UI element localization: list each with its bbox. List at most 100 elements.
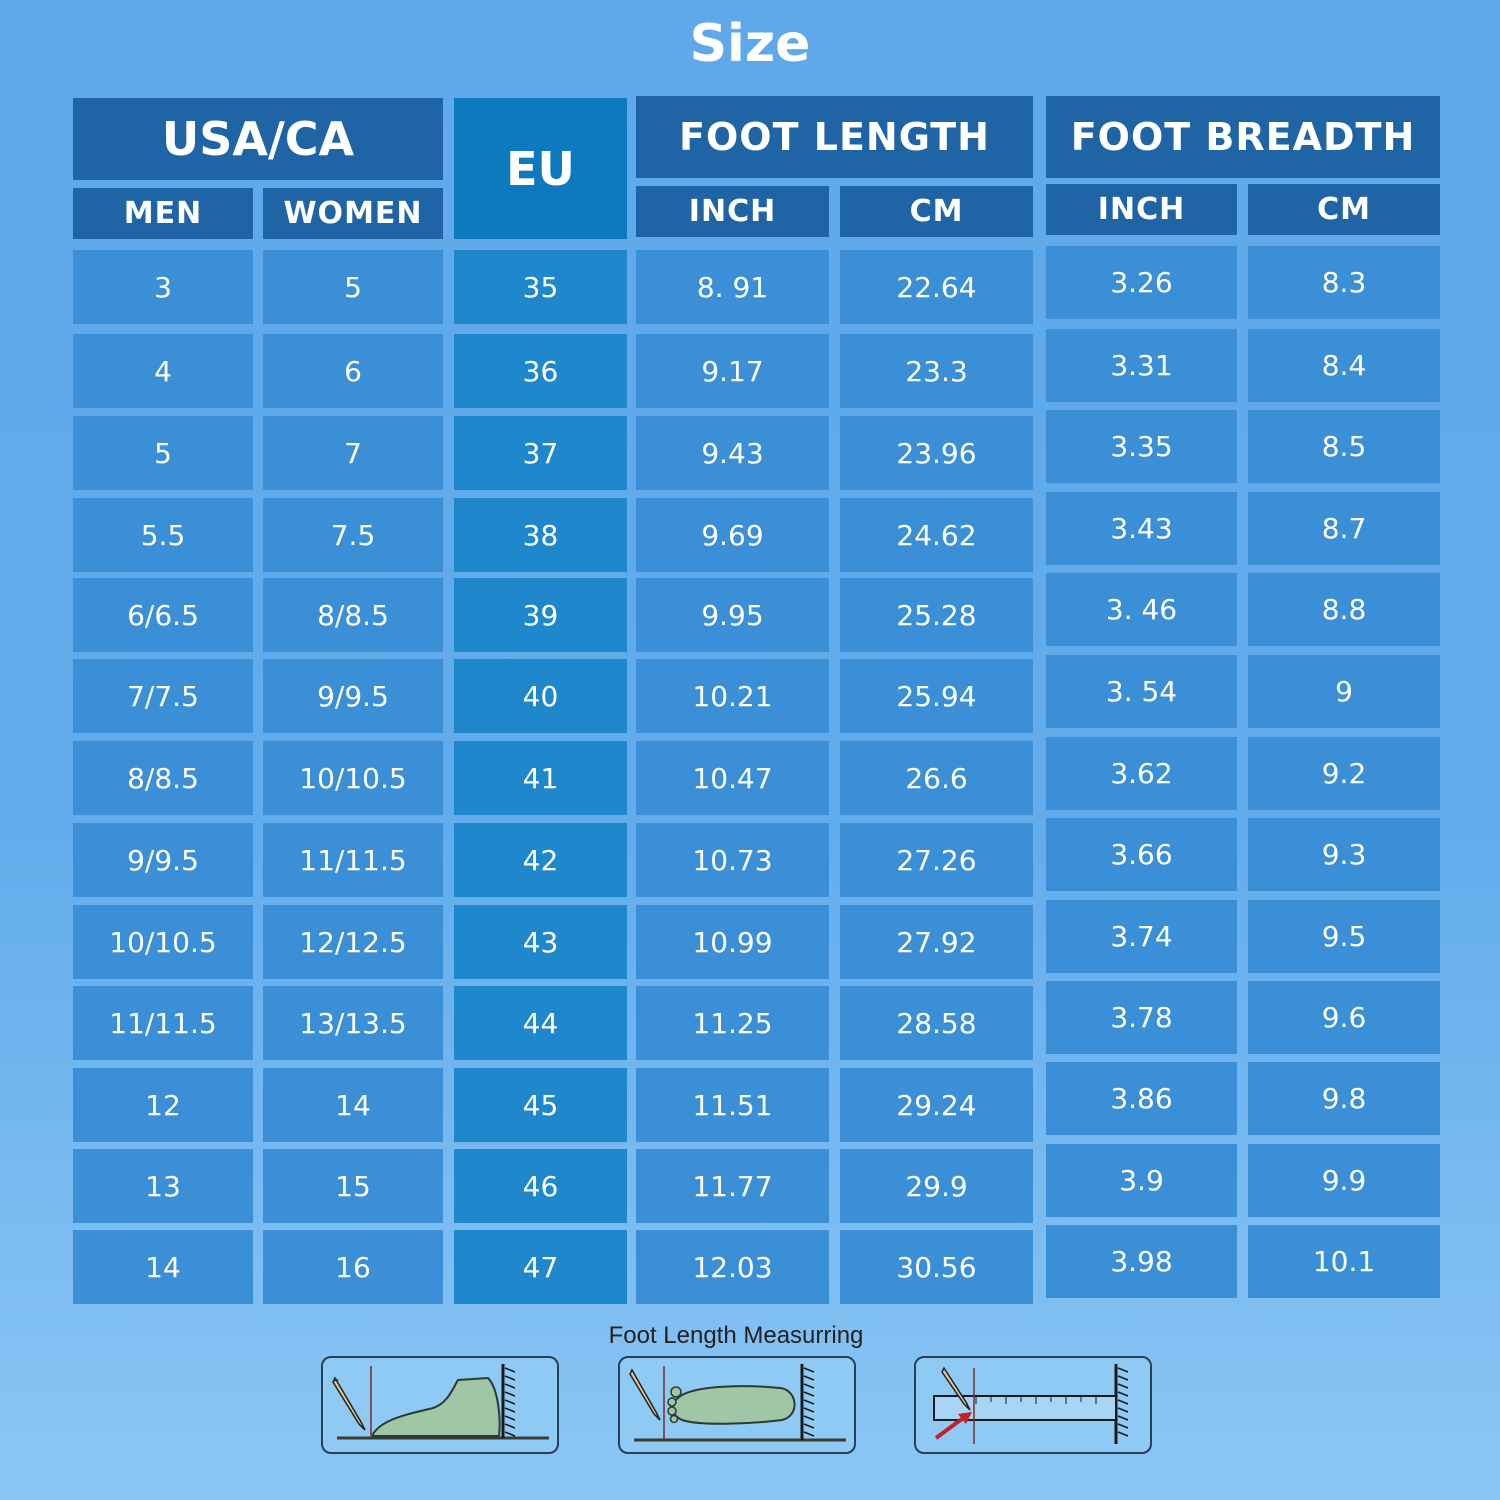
cell-eu: 44 bbox=[454, 986, 627, 1060]
cell-fl-cm: 22.64 bbox=[840, 250, 1033, 324]
cell-eu: 39 bbox=[454, 578, 627, 652]
cell-women: 15 bbox=[263, 1149, 443, 1223]
cell-men: 12 bbox=[73, 1068, 253, 1142]
cell-fb-cm: 9.5 bbox=[1248, 900, 1440, 973]
women-header: WOMEN bbox=[263, 188, 443, 239]
usa-ca-header: USA/CA bbox=[73, 98, 443, 180]
foot-length-header: FOOT LENGTH bbox=[636, 96, 1033, 178]
cell-eu: 42 bbox=[454, 823, 627, 897]
cell-fl-cm: 28.58 bbox=[840, 986, 1033, 1060]
cell-men: 5.5 bbox=[73, 498, 253, 572]
cell-fb-cm: 8.3 bbox=[1248, 246, 1440, 319]
cell-eu: 46 bbox=[454, 1149, 627, 1223]
cell-women: 14 bbox=[263, 1068, 443, 1142]
cell-fl-cm: 27.92 bbox=[840, 905, 1033, 979]
cell-fb-inch: 3.86 bbox=[1046, 1062, 1237, 1135]
cell-men: 8/8.5 bbox=[73, 741, 253, 815]
cell-eu: 40 bbox=[454, 659, 627, 733]
cell-women: 7.5 bbox=[263, 498, 443, 572]
eu-header: EU bbox=[454, 98, 627, 239]
cell-fl-inch: 11.51 bbox=[636, 1068, 829, 1142]
cell-fl-cm: 23.96 bbox=[840, 416, 1033, 490]
cell-eu: 35 bbox=[454, 250, 627, 324]
cell-fb-cm: 8.7 bbox=[1248, 492, 1440, 565]
cell-men: 3 bbox=[73, 250, 253, 324]
foot-side-measure-icon bbox=[321, 1356, 559, 1454]
foot-breadth-header: FOOT BREADTH bbox=[1046, 96, 1440, 178]
cell-fl-inch: 10.21 bbox=[636, 659, 829, 733]
cell-fl-inch: 9.95 bbox=[636, 578, 829, 652]
cell-fl-inch: 11.77 bbox=[636, 1149, 829, 1223]
cell-men: 9/9.5 bbox=[73, 823, 253, 897]
cell-women: 6 bbox=[263, 334, 443, 408]
cell-eu: 43 bbox=[454, 905, 627, 979]
cell-fl-inch: 8. 91 bbox=[636, 250, 829, 324]
cell-fb-inch: 3.66 bbox=[1046, 818, 1237, 891]
men-header: MEN bbox=[73, 188, 253, 239]
cell-fl-inch: 9.43 bbox=[636, 416, 829, 490]
cell-men: 14 bbox=[73, 1230, 253, 1304]
cell-fl-inch: 9.17 bbox=[636, 334, 829, 408]
cell-eu: 38 bbox=[454, 498, 627, 572]
cell-fb-cm: 8.8 bbox=[1248, 573, 1440, 646]
cell-eu: 47 bbox=[454, 1230, 627, 1304]
cell-women: 5 bbox=[263, 250, 443, 324]
foot-length-inch-header: INCH bbox=[636, 186, 829, 237]
cell-eu: 45 bbox=[454, 1068, 627, 1142]
cell-men: 11/11.5 bbox=[73, 986, 253, 1060]
cell-fb-inch: 3.35 bbox=[1046, 410, 1237, 483]
cell-fl-cm: 29.9 bbox=[840, 1149, 1033, 1223]
cell-fl-inch: 10.99 bbox=[636, 905, 829, 979]
cell-women: 10/10.5 bbox=[263, 741, 443, 815]
cell-fl-cm: 23.3 bbox=[840, 334, 1033, 408]
cell-fl-cm: 29.24 bbox=[840, 1068, 1033, 1142]
foot-breadth-cm-header: CM bbox=[1248, 184, 1440, 235]
cell-fb-inch: 3.78 bbox=[1046, 981, 1237, 1054]
measuring-caption: Foot Length Measurring bbox=[608, 1322, 864, 1349]
ruler-measure-icon bbox=[914, 1356, 1152, 1454]
foot-breadth-inch-header: INCH bbox=[1046, 184, 1237, 235]
cell-men: 6/6.5 bbox=[73, 578, 253, 652]
cell-fl-inch: 9.69 bbox=[636, 498, 829, 572]
cell-fb-inch: 3. 54 bbox=[1046, 655, 1237, 728]
cell-fb-inch: 3.98 bbox=[1046, 1225, 1237, 1298]
cell-fb-inch: 3.31 bbox=[1046, 329, 1237, 402]
cell-women: 7 bbox=[263, 416, 443, 490]
cell-women: 8/8.5 bbox=[263, 578, 443, 652]
cell-fb-inch: 3.26 bbox=[1046, 246, 1237, 319]
cell-fb-cm: 8.4 bbox=[1248, 329, 1440, 402]
cell-women: 9/9.5 bbox=[263, 659, 443, 733]
cell-men: 5 bbox=[73, 416, 253, 490]
cell-women: 13/13.5 bbox=[263, 986, 443, 1060]
cell-women: 11/11.5 bbox=[263, 823, 443, 897]
cell-fl-cm: 25.94 bbox=[840, 659, 1033, 733]
cell-fb-inch: 3.9 bbox=[1046, 1144, 1237, 1217]
cell-fb-cm: 9.6 bbox=[1248, 981, 1440, 1054]
cell-fb-cm: 9.3 bbox=[1248, 818, 1440, 891]
cell-fl-cm: 25.28 bbox=[840, 578, 1033, 652]
foot-length-cm-header: CM bbox=[840, 186, 1033, 237]
cell-men: 4 bbox=[73, 334, 253, 408]
cell-fl-inch: 10.73 bbox=[636, 823, 829, 897]
cell-fl-inch: 11.25 bbox=[636, 986, 829, 1060]
cell-women: 16 bbox=[263, 1230, 443, 1304]
cell-fl-cm: 27.26 bbox=[840, 823, 1033, 897]
cell-fb-cm: 8.5 bbox=[1248, 410, 1440, 483]
cell-fb-inch: 3.62 bbox=[1046, 737, 1237, 810]
cell-fb-inch: 3. 46 bbox=[1046, 573, 1237, 646]
cell-fb-inch: 3.43 bbox=[1046, 492, 1237, 565]
cell-men: 10/10.5 bbox=[73, 905, 253, 979]
cell-fl-inch: 12.03 bbox=[636, 1230, 829, 1304]
cell-eu: 37 bbox=[454, 416, 627, 490]
cell-fl-cm: 30.56 bbox=[840, 1230, 1033, 1304]
cell-fb-cm: 9.9 bbox=[1248, 1144, 1440, 1217]
cell-fl-inch: 10.47 bbox=[636, 741, 829, 815]
foot-top-measure-icon bbox=[618, 1356, 856, 1454]
cell-fb-cm: 9 bbox=[1248, 655, 1440, 728]
cell-eu: 41 bbox=[454, 741, 627, 815]
cell-fl-cm: 24.62 bbox=[840, 498, 1033, 572]
cell-fb-cm: 9.8 bbox=[1248, 1062, 1440, 1135]
cell-fb-cm: 9.2 bbox=[1248, 737, 1440, 810]
page-title: Size bbox=[689, 14, 811, 74]
cell-fl-cm: 26.6 bbox=[840, 741, 1033, 815]
